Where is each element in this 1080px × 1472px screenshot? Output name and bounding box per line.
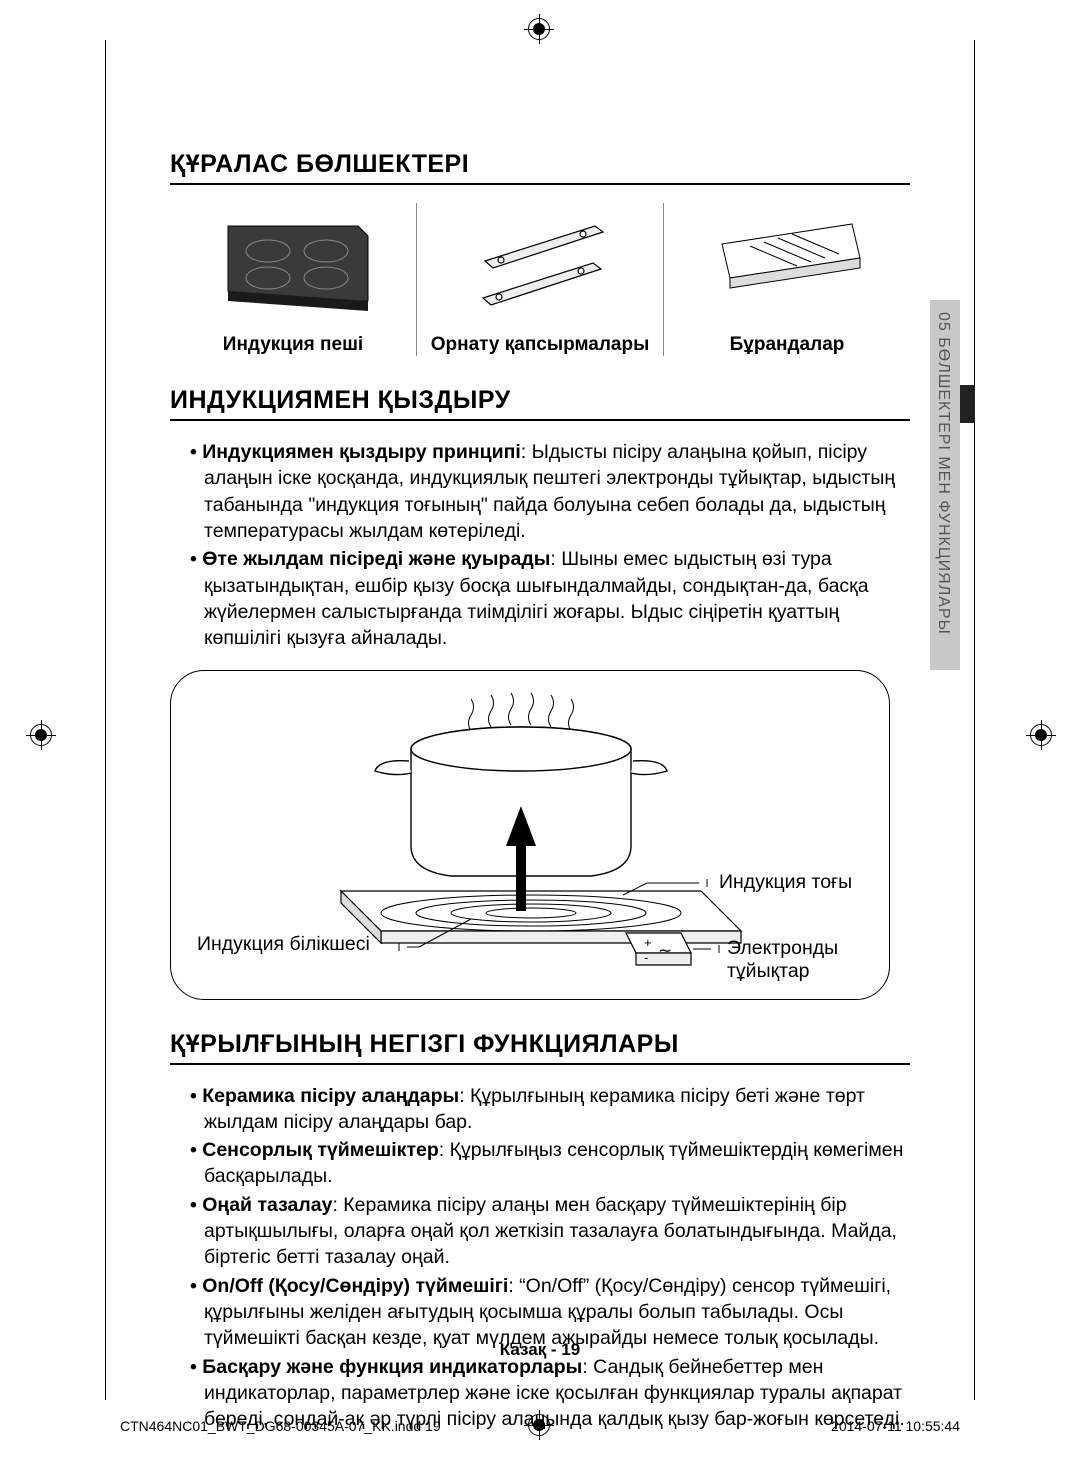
induction-bullet-1-bold: Индукциямен қыздыру принципі	[202, 441, 521, 463]
features-bullet-1-bold: Керамика пісіру алаңдары	[202, 1085, 459, 1107]
diagram-current-label: Индукция тоғы	[719, 871, 852, 894]
svg-text:-: -	[644, 950, 648, 965]
section-parts-title: ҚҰРАЛАС БӨЛШЕКТЕРІ	[170, 150, 910, 185]
registration-mark-right	[1030, 724, 1052, 746]
registration-mark-top	[528, 18, 550, 40]
part-brackets-label: Орнату қапсырмалары	[425, 334, 655, 356]
part-brackets-image	[425, 203, 655, 328]
features-bullet-4-bold: On/Off (Қосу/Сөндіру) түймешігі	[202, 1275, 508, 1297]
induction-bullet-list: Индукциямен қыздыру принципі: Ыдысты піс…	[170, 439, 910, 652]
section-features-title: ҚҰРЫЛҒЫНЫҢ НЕГІЗГІ ФУНКЦИЯЛАРЫ	[170, 1030, 910, 1065]
part-screws-image	[672, 203, 902, 328]
footer-datetime: 2014-07-11 10:55:44	[831, 1418, 960, 1434]
part-screws-label: Бұрандалар	[672, 334, 902, 356]
section-induction-title: ИНДУКЦИЯМЕН ҚЫЗДЫРУ	[170, 386, 910, 421]
features-bullet-2-bold: Сенсорлық түймешіктер	[202, 1139, 439, 1161]
part-screws: Бұрандалар	[663, 203, 910, 356]
induction-bullet-2: Өте жылдам пісіреді және қуырады: Шыны е…	[190, 546, 910, 651]
side-tab-text: 05 БӨЛШЕКТЕРІ МЕН ФУНКЦИЯЛАРЫ	[934, 312, 952, 635]
part-brackets: Орнату қапсырмалары	[416, 203, 663, 356]
induction-diagram: + - ∼ Индукция білікшесі Индукция тоғы Э…	[170, 670, 890, 1000]
parts-row: Индукция пеші Орнату қапсырмалары	[170, 203, 910, 356]
part-hob-image	[178, 203, 408, 328]
footer-file: CTN464NC01_BWT_DG68-00345A-07_KK.indd 19	[120, 1418, 441, 1434]
features-bullet-3-bold: Оңай тазалау	[202, 1194, 332, 1216]
side-tab-marker	[960, 385, 975, 423]
page-content: ҚҰРАЛАС БӨЛШЕКТЕРІ Индукция пеші	[170, 150, 910, 1435]
svg-text:+: +	[644, 935, 652, 950]
part-hob: Индукция пеші	[170, 203, 416, 356]
induction-bullet-1: Индукциямен қыздыру принципі: Ыдысты піс…	[190, 439, 910, 544]
svg-text:∼: ∼	[658, 941, 672, 960]
features-bullet-2: Сенсорлық түймешіктер: Құрылғыңыз сенсор…	[190, 1137, 910, 1190]
features-bullet-1: Керамика пісіру алаңдары: Құрылғының кер…	[190, 1083, 910, 1136]
part-hob-label: Индукция пеші	[178, 334, 408, 356]
registration-mark-left	[30, 724, 52, 746]
features-bullet-list: Керамика пісіру алаңдары: Құрылғының кер…	[170, 1083, 910, 1433]
footer-meta: CTN464NC01_BWT_DG68-00345A-07_KK.indd 19…	[120, 1418, 960, 1434]
features-bullet-3: Оңай тазалау: Керамика пісіру алаңы мен …	[190, 1192, 910, 1271]
footer-page-number: Казақ - 19	[0, 1340, 1080, 1360]
diagram-circuits-label: Электронды тұйықтар	[727, 937, 889, 983]
diagram-coil-label: Индукция білікшесі	[197, 933, 370, 956]
induction-bullet-2-bold: Өте жылдам пісіреді және қуырады	[202, 548, 550, 570]
